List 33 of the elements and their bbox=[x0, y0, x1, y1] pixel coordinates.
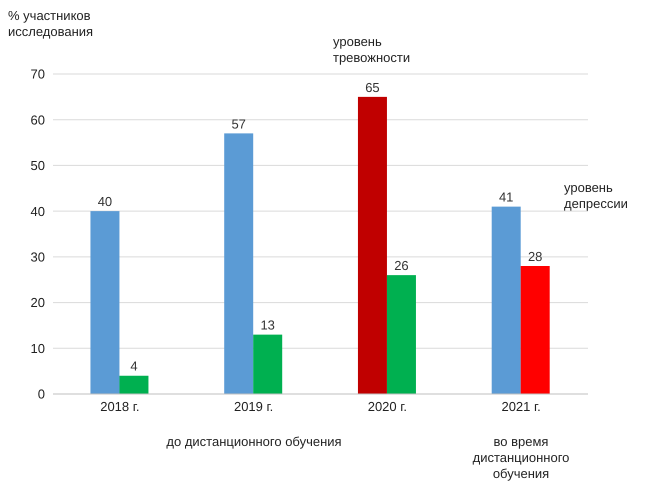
data-label: 41 bbox=[498, 190, 514, 205]
x-tick-label: 2020 г. bbox=[368, 399, 408, 414]
data-label: 4 bbox=[130, 358, 138, 374]
data-label: 13 bbox=[260, 318, 275, 333]
bar bbox=[253, 334, 282, 394]
text: уровень тревожности bbox=[333, 34, 412, 66]
data-label: 26 bbox=[394, 258, 409, 274]
text: во время дистанционного обучения bbox=[472, 434, 570, 482]
y-tick-label: 20 bbox=[30, 295, 45, 310]
bar bbox=[119, 376, 148, 394]
bar bbox=[90, 211, 120, 394]
data-label: 28 bbox=[528, 249, 542, 264]
y-tick-label: 50 bbox=[30, 158, 45, 174]
y-tick-label: 0 bbox=[38, 386, 45, 402]
data-label: 65 bbox=[365, 80, 380, 95]
text: до дистанционного обучения bbox=[165, 434, 343, 450]
y-axis-title: % участников исследования bbox=[8, 8, 94, 41]
x-tick-label: 2021 г. bbox=[501, 399, 541, 414]
annotation: уровень депрессии bbox=[564, 180, 629, 212]
bar bbox=[386, 275, 416, 394]
bar bbox=[520, 266, 550, 394]
y-tick-label: 40 bbox=[30, 204, 45, 219]
x-tick-label: 2018 г. bbox=[100, 399, 140, 414]
data-label: 40 bbox=[98, 194, 112, 210]
bar bbox=[358, 96, 387, 394]
bar bbox=[492, 206, 521, 394]
bar bbox=[224, 133, 254, 394]
data-label: 57 bbox=[231, 116, 246, 132]
y-tick-label: 30 bbox=[30, 249, 45, 264]
x-tick-label: 2019 г. bbox=[234, 399, 274, 414]
y-tick-label: 60 bbox=[30, 112, 45, 128]
y-tick-label: 70 bbox=[30, 66, 45, 82]
y-tick-label: 10 bbox=[30, 340, 45, 356]
